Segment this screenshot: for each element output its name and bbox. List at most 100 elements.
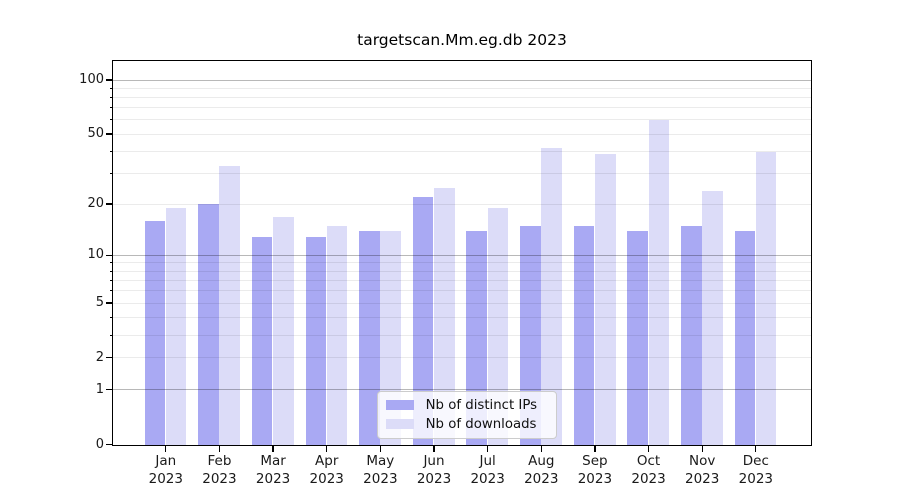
y-minor-tick-mark-8 [109,270,113,272]
y-minor-tick-mark-30 [109,172,113,174]
bar-downloads-jan [165,208,187,445]
y-minor-tick-mark-40 [109,150,113,152]
legend-item-distinct-ips: Nb of distinct IPs [385,397,547,413]
x-tick-month: Apr [315,453,339,469]
bar-downloads-nov [702,190,723,445]
x-tick-month: Jun [423,453,445,469]
bar-downloads-jul [487,208,509,445]
bar-downloads-dec [755,151,777,445]
x-tick-year: 2023 [524,471,559,487]
y-tick-label-50: 50 [87,125,104,141]
legend-label-downloads: Nb of downloads [425,416,537,432]
y-minor-tick-mark-90 [109,87,113,89]
y-tick-mark-10 [106,254,113,256]
legend-label-distinct-ips: Nb of distinct IPs [425,397,538,413]
x-tick-year: 2023 [631,471,666,487]
x-tick-year: 2023 [577,471,613,487]
x-tick-year: 2023 [470,471,505,487]
x-tick-label-mar: Mar 2023 [243,452,303,488]
y-minor-tick-mark-80 [109,96,113,98]
bar-distinct-ips-dec [734,231,756,445]
x-tick-month: Dec [742,453,769,469]
y-tick-label-100: 100 [79,72,104,87]
x-tick-label-dec: Dec 2023 [726,452,786,488]
bar-downloads-mar [273,216,294,445]
y-tick-label-1: 1 [95,381,104,397]
y-minor-tick-mark-60 [109,119,113,121]
gridline-minor-80 [113,97,811,99]
x-tick-month: Aug [528,453,555,469]
x-tick-year: 2023 [309,471,344,487]
y-minor-tick-mark-70 [109,107,113,109]
gridline-minor-60 [113,119,811,121]
bar-downloads-apr [326,225,348,445]
x-tick-month: Sep [582,453,608,469]
bar-downloads-jun [434,187,455,445]
x-tick-month: Mar [260,453,286,469]
x-tick-mark-jan [165,446,167,452]
x-tick-label-apr: Apr 2023 [297,452,357,488]
y-minor-tick-mark-20 [109,203,113,205]
bar-distinct-ips-sep [573,225,595,445]
y-minor-tick-mark-9 [109,262,113,264]
legend-item-downloads: Nb of downloads [385,416,547,432]
x-tick-label-may: May 2023 [350,452,410,488]
bar-distinct-ips-mar [251,236,273,445]
x-tick-label-sep: Sep 2023 [565,452,625,488]
legend-swatch-downloads [385,419,414,430]
x-tick-label-jul: Jul 2023 [458,452,518,488]
x-tick-year: 2023 [363,471,398,487]
x-tick-year: 2023 [202,471,237,487]
y-tick-mark-100 [106,79,113,81]
bar-downloads-aug [541,147,562,445]
y-minor-tick-mark-2 [109,357,113,359]
x-tick-month: Oct [636,453,661,469]
gridline-minor-90 [113,87,811,89]
x-tick-label-jan: Jan 2023 [136,452,196,488]
bar-distinct-ips-oct [627,231,648,445]
y-tick-label-0: 0 [95,436,104,452]
x-tick-mark-may [379,446,381,452]
bar-downloads-oct [648,120,670,445]
y-minor-tick-mark-7 [109,279,113,281]
y-minor-tick-mark-4 [109,316,113,318]
y-tick-mark-0 [106,444,113,446]
x-tick-mark-aug [540,446,542,452]
x-tick-month: Feb [207,453,232,469]
x-tick-label-aug: Aug 2023 [511,452,571,488]
gridline-minor-30 [113,172,811,174]
bar-distinct-ips-nov [681,225,702,445]
gridline-minor-70 [113,107,811,109]
y-tick-label-10: 10 [87,247,104,263]
y-minor-tick-mark-50 [109,133,113,135]
gridline-minor-50 [113,133,811,135]
chart-legend: Nb of distinct IPs Nb of downloads [376,390,557,439]
bar-downloads-feb [219,166,241,445]
x-tick-month: Jan [155,453,177,469]
x-tick-mark-oct [647,446,650,452]
plot-canvas: Nb of distinct IPs Nb of downloads [113,61,811,445]
x-tick-label-feb: Feb 2023 [189,452,249,488]
gridline-major-100 [113,79,811,81]
chart-title: targetscan.Mm.eg.db 2023 [357,31,567,49]
y-minor-tick-mark-3 [109,334,113,336]
bar-downloads-sep [594,153,616,445]
bar-distinct-ips-apr [305,236,327,445]
x-tick-year: 2023 [738,471,773,487]
x-tick-label-oct: Oct 2023 [619,452,679,488]
x-tick-label-nov: Nov 2023 [672,452,732,488]
y-minor-tick-mark-5 [109,302,113,304]
bar-distinct-ips-may [359,231,380,445]
plot-area: Nb of distinct IPs Nb of downloads [112,60,812,446]
x-tick-month: Jul [479,453,496,469]
bar-distinct-ips-jun [412,197,434,445]
x-tick-year: 2023 [416,471,452,487]
x-tick-month: Nov [689,453,716,469]
x-tick-year: 2023 [148,471,183,487]
legend-swatch-distinct-ips [385,400,414,411]
x-tick-month: May [366,453,395,469]
x-tick-mark-apr [326,446,328,452]
bar-distinct-ips-aug [520,225,541,445]
y-tick-label-20: 20 [87,196,104,212]
